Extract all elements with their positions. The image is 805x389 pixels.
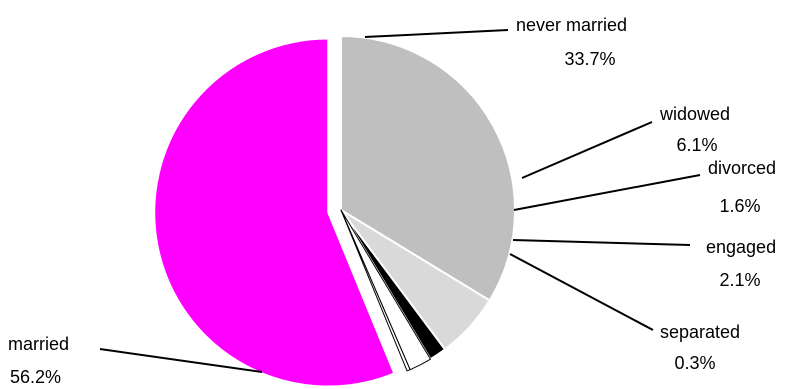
slice-value-divorced: 1.6% — [719, 196, 760, 216]
leader-line-divorced — [513, 174, 701, 211]
pie-slice-married — [153, 37, 396, 388]
leader-line-never-married — [364, 29, 509, 38]
pie-slice-never-married — [340, 35, 516, 302]
leader-line-married — [99, 348, 263, 373]
leader-line-separated — [509, 253, 654, 331]
leader-line-widowed — [521, 121, 653, 179]
slice-value-separated: 0.3% — [674, 353, 715, 373]
slice-label-widowed: widowed — [659, 104, 730, 124]
slice-label-never-married: never married — [516, 15, 627, 35]
labels-layer: never married 33.7% widowed 6.1% divorced 1.6… — [8, 15, 776, 387]
slice-label-separated: separated — [660, 322, 740, 342]
pie-slice-separated — [340, 209, 411, 372]
leaders-layer — [99, 29, 701, 373]
slice-value-engaged: 2.1% — [719, 270, 760, 290]
slices-layer — [153, 35, 516, 388]
slice-value-widowed: 6.1% — [676, 135, 717, 155]
leader-line-engaged — [512, 239, 691, 246]
slice-value-never-married: 33.7% — [564, 49, 615, 69]
slice-label-divorced: divorced — [708, 158, 776, 178]
slice-label-engaged: engaged — [706, 237, 776, 257]
slice-value-married: 56.2% — [10, 367, 61, 387]
slice-label-married: married — [8, 334, 69, 354]
